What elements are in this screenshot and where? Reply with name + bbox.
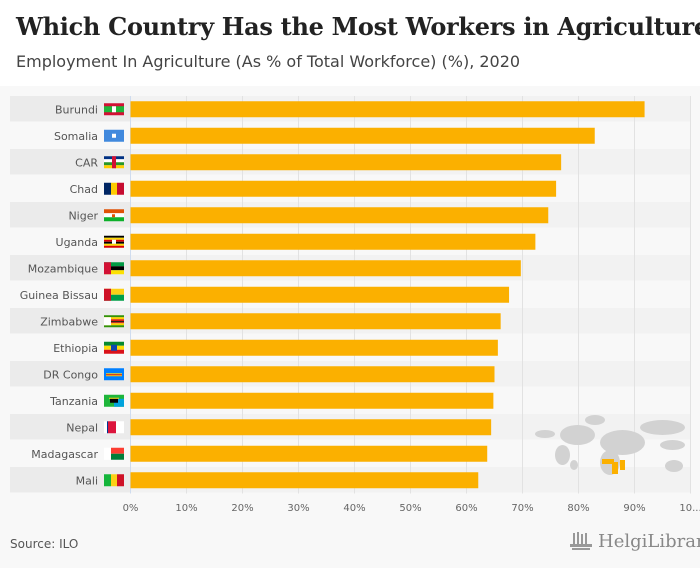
x-tick-label: 10%	[175, 503, 197, 514]
category-label-guinea-bissau: Guinea Bissau	[20, 289, 98, 302]
category-label-nepal: Nepal	[66, 421, 98, 434]
x-tick-label: 90%	[623, 503, 645, 514]
bar-somalia	[130, 127, 595, 144]
flag-icon-ethiopia	[104, 341, 124, 354]
x-tick-label: 70%	[511, 503, 533, 514]
category-label-tanzania: Tanzania	[49, 395, 98, 408]
flag-icon-niger	[104, 209, 124, 222]
flag-icon-madagascar	[104, 447, 124, 460]
flag-icon-tanzania	[104, 394, 124, 407]
category-label-zimbabwe: Zimbabwe	[40, 315, 98, 328]
flag-icon-burundi	[104, 103, 124, 116]
flag-icon-mozambique	[104, 262, 124, 275]
helgilibrary-logo: HelgiLibrary.	[568, 530, 700, 552]
bar-mozambique	[130, 260, 521, 277]
category-label-somalia: Somalia	[54, 130, 98, 143]
x-tick-label: 80%	[567, 503, 589, 514]
bar-dr-congo	[130, 366, 495, 383]
bar-zimbabwe	[130, 313, 501, 330]
category-label-mali: Mali	[76, 474, 98, 487]
category-label-mozambique: Mozambique	[28, 262, 98, 275]
x-tick-label: 30%	[287, 503, 309, 514]
bar-car	[130, 154, 562, 171]
bar-mali	[130, 472, 479, 489]
x-tick-label: 10...	[679, 503, 700, 514]
category-label-dr-congo: DR Congo	[43, 368, 98, 381]
bar-madagascar	[130, 445, 488, 462]
x-tick-label: 0%	[123, 503, 139, 514]
bar-ethiopia	[130, 339, 498, 356]
x-tick-label: 50%	[399, 503, 421, 514]
category-label-madagascar: Madagascar	[31, 448, 98, 461]
flag-icon-nepal	[104, 421, 124, 434]
flag-icon-mali	[104, 474, 124, 487]
flag-icon-guinea-bissau	[104, 288, 124, 301]
logo-text: HelgiLibrary.	[598, 530, 700, 552]
bar-nepal	[130, 419, 492, 436]
category-label-car: CAR	[75, 156, 98, 169]
x-tick-label: 40%	[343, 503, 365, 514]
category-label-niger: Niger	[68, 209, 98, 222]
source-note: Source: ILO	[10, 537, 79, 551]
chart-title: Which Country Has the Most Workers in Ag…	[16, 12, 700, 41]
header: Which Country Has the Most Workers in Ag…	[0, 0, 700, 86]
chart-subtitle: Employment In Agriculture (As % of Total…	[16, 52, 521, 71]
flag-icon-zimbabwe	[104, 315, 124, 328]
category-label-burundi: Burundi	[55, 103, 98, 116]
bar-tanzania	[130, 392, 494, 409]
category-label-chad: Chad	[70, 183, 98, 196]
x-tick-label: 20%	[231, 503, 253, 514]
flag-icon-car	[104, 156, 124, 169]
category-label-uganda: Uganda	[56, 236, 98, 249]
world-map-icon	[535, 415, 685, 475]
flag-icon-somalia	[104, 129, 124, 142]
category-label-ethiopia: Ethiopia	[53, 342, 98, 355]
bar-niger	[130, 207, 549, 224]
flag-icon-uganda	[104, 235, 124, 248]
bar-burundi	[130, 101, 645, 118]
bar-chart: Burundi Somalia CAR Chad Niger Uganda Mozambiq…	[10, 96, 700, 514]
flag-icon-chad	[104, 182, 124, 195]
bar-uganda	[130, 233, 536, 250]
x-tick-label: 60%	[455, 503, 477, 514]
library-logo-icon	[570, 532, 592, 550]
bar-guinea-bissau	[130, 286, 510, 303]
bar-chad	[130, 180, 557, 197]
flag-icon-dr-congo	[104, 368, 124, 381]
